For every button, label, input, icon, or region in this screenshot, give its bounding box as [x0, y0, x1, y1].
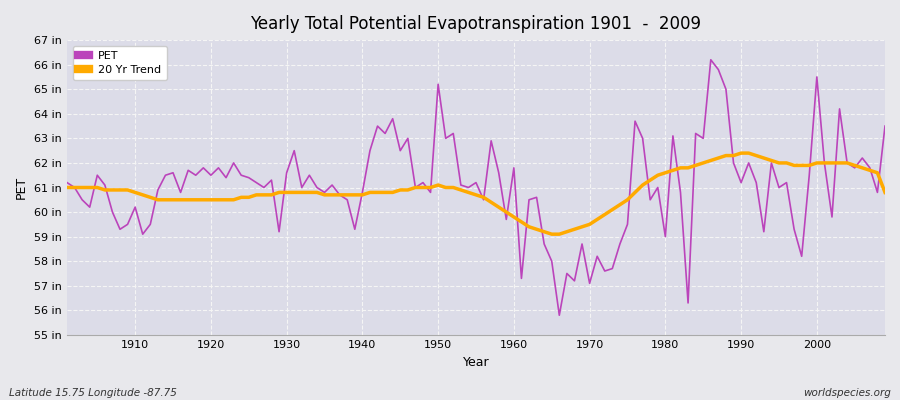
20 Yr Trend [508, 214, 519, 219]
20 Yr Trend [879, 190, 890, 195]
PET [607, 266, 617, 271]
X-axis label: Year: Year [463, 356, 490, 369]
Title: Yearly Total Potential Evapotranspiration 1901  -  2009: Yearly Total Potential Evapotranspiratio… [250, 15, 701, 33]
Legend: PET, 20 Yr Trend: PET, 20 Yr Trend [73, 46, 166, 80]
20 Yr Trend [334, 192, 345, 197]
PET [334, 192, 345, 197]
Y-axis label: PET: PET [15, 176, 28, 199]
20 Yr Trend [501, 210, 512, 214]
20 Yr Trend [289, 190, 300, 195]
20 Yr Trend [61, 185, 72, 190]
Line: 20 Yr Trend: 20 Yr Trend [67, 153, 885, 234]
20 Yr Trend [607, 207, 617, 212]
PET [879, 124, 890, 128]
Text: worldspecies.org: worldspecies.org [803, 388, 891, 398]
PET [501, 217, 512, 222]
PET [122, 222, 133, 227]
Text: Latitude 15.75 Longitude -87.75: Latitude 15.75 Longitude -87.75 [9, 388, 177, 398]
PET [508, 166, 519, 170]
PET [61, 180, 72, 185]
Line: PET: PET [67, 60, 885, 315]
PET [289, 148, 300, 153]
PET [706, 57, 716, 62]
20 Yr Trend [735, 151, 746, 156]
20 Yr Trend [546, 232, 557, 236]
20 Yr Trend [122, 188, 133, 192]
PET [554, 313, 564, 318]
